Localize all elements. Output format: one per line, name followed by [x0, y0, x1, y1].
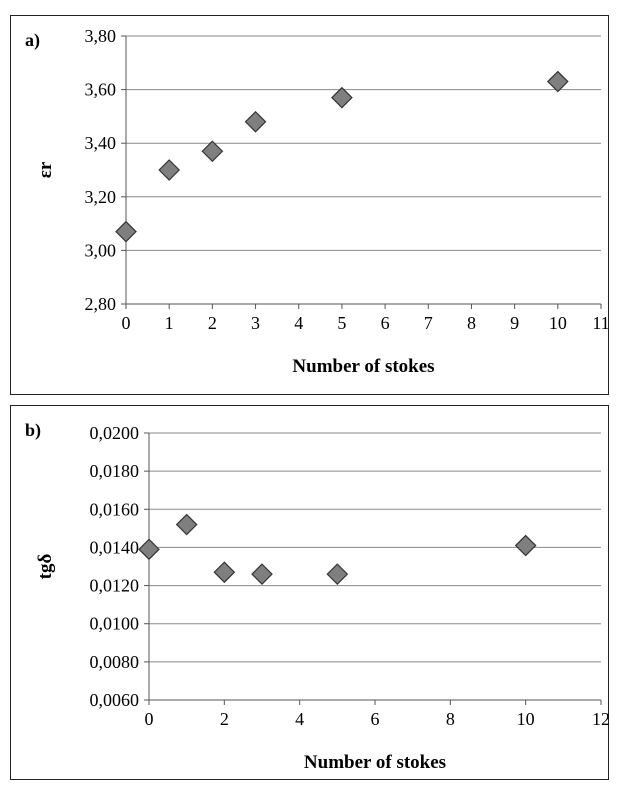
y-tick-label: 3,80	[85, 26, 117, 46]
data-point	[213, 561, 236, 584]
panel-label-a: a)	[25, 30, 40, 50]
x-tick-label: 4	[295, 709, 304, 729]
x-tick-label: 7	[424, 313, 433, 333]
x-tick-label: 8	[467, 313, 476, 333]
y-axis-title: tgδ	[35, 554, 56, 580]
y-tick-label: 0,0120	[90, 576, 140, 596]
x-tick-label: 1	[165, 313, 174, 333]
data-point	[158, 159, 181, 181]
chart-b-svg: 0,0200 0,0180 0,0160 0,0140 0,0120 0,0100 0,00…	[35, 423, 610, 773]
x-tick-label: 8	[446, 709, 455, 729]
panel-label-b: b)	[25, 420, 42, 440]
x-tick-label: 6	[371, 709, 380, 729]
y-tick-label: 3,60	[85, 80, 117, 100]
data-point	[514, 534, 537, 557]
y-tick-label: 0,0180	[90, 461, 140, 481]
y-tick-label: 0,0060	[90, 690, 140, 710]
y-axis-title: εr	[35, 161, 56, 178]
y-tick-label: 0,0080	[90, 652, 140, 672]
data-point	[546, 70, 569, 93]
x-axis-title: Number of stokes	[304, 752, 446, 773]
x-tick-label: 2	[208, 313, 217, 333]
x-tick-label: 4	[294, 313, 303, 333]
x-tick-label: 9	[510, 313, 519, 333]
x-tick-label: 11	[592, 313, 609, 333]
data-point	[115, 220, 137, 243]
data-point	[326, 563, 349, 585]
y-tick-label: 0,0160	[90, 499, 140, 519]
y-tick-label: 0,0200	[90, 423, 140, 443]
y-tick-label: 3,00	[85, 240, 117, 260]
x-tick-label: 6	[381, 313, 390, 333]
x-tick-label: 0	[122, 313, 131, 333]
y-tick-label: 0,0100	[90, 614, 140, 634]
x-tick-label: 2	[220, 709, 229, 729]
chart-panel-b: b) 0,0200 0,0180 0,0160 0,0140 0,0120 0,0100 0…	[10, 405, 610, 780]
data-point	[138, 538, 160, 561]
data-point	[175, 513, 198, 536]
chart-panel-a: a) 3,80 3,60 3,40 3,20 3,00 2,80 0 1 2 3 4 5 6 7 8 9 10 1…	[10, 15, 610, 395]
x-tick-label: 0	[145, 709, 154, 729]
y-tick-label: 3,40	[85, 133, 117, 153]
data-point	[251, 563, 273, 585]
chart-a-svg: 3,80 3,60 3,40 3,20 3,00 2,800 1 2 3 4 5 6 7 8 9 10 11 Nu…	[35, 26, 610, 377]
data-point	[244, 110, 267, 133]
x-tick-label: 12	[592, 709, 610, 729]
x-tick-label: 10	[549, 313, 567, 333]
x-tick-label: 10	[517, 709, 535, 729]
data-point	[201, 140, 224, 163]
x-tick-label: 5	[337, 313, 346, 333]
x-tick-label: 3	[251, 313, 260, 333]
y-tick-label: 3,20	[85, 187, 117, 207]
y-tick-label: 2,80	[85, 294, 117, 314]
x-axis-title: Number of stokes	[292, 356, 434, 377]
y-tick-label: 0,0140	[90, 537, 140, 557]
data-point	[331, 86, 353, 109]
